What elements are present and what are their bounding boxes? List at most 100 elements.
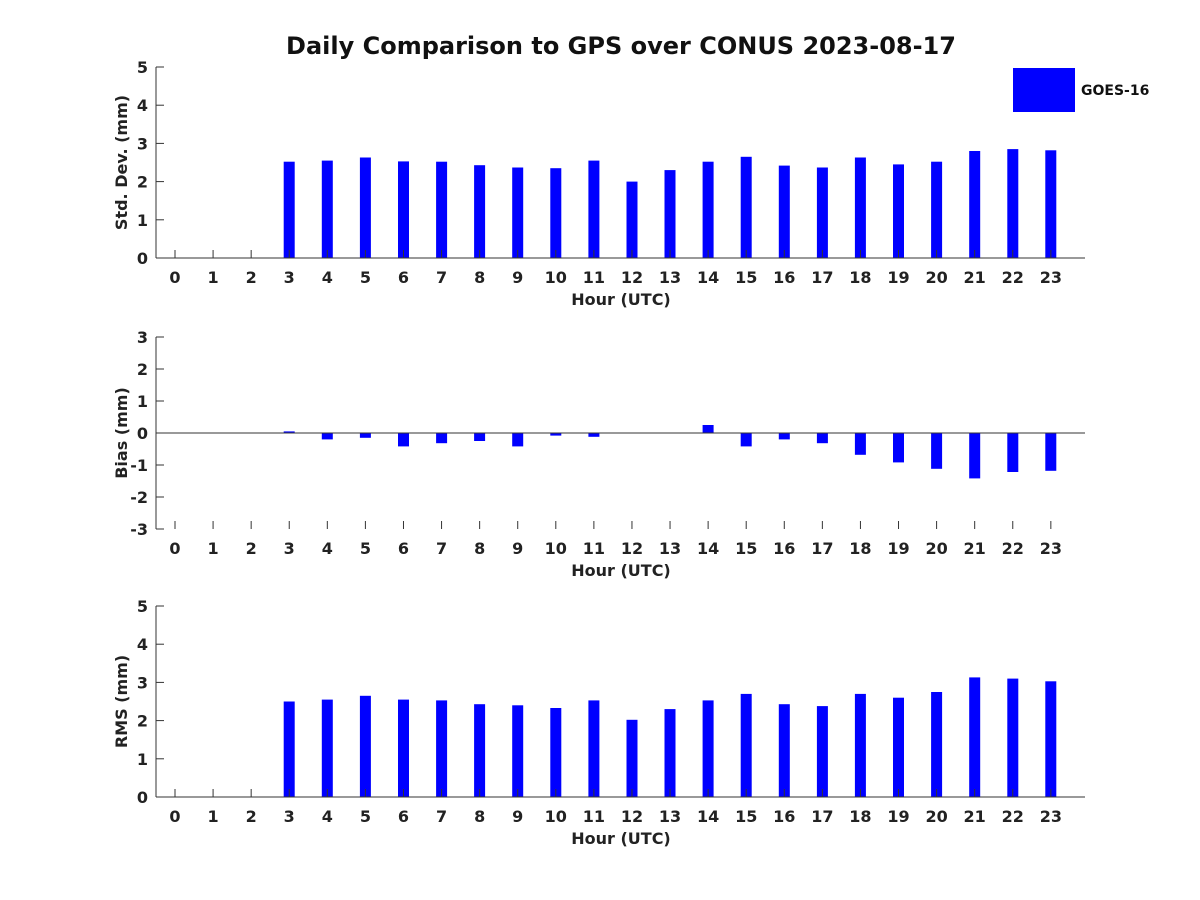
std-dev-bar-hour-19 xyxy=(893,164,904,258)
std-dev-bar-hour-6 xyxy=(398,161,409,258)
std-dev-ytick-label-4: 4 xyxy=(137,96,148,115)
rms-bar-hour-12 xyxy=(626,719,638,797)
std-dev-xtick-label-7: 7 xyxy=(436,268,447,287)
std-dev-bar-hour-12 xyxy=(626,181,638,258)
std-dev-bar-hour-22 xyxy=(1007,149,1019,258)
rms-bar-hour-23 xyxy=(1045,681,1057,797)
rms-ytick-label-4: 4 xyxy=(137,635,148,654)
std-dev-xtick-label-12: 12 xyxy=(621,268,643,287)
bias-xtick-label-2: 2 xyxy=(246,539,257,558)
rms-ytick-label-2: 2 xyxy=(137,712,148,731)
bias-bar-hour-16 xyxy=(778,433,790,440)
bias-bar-hour-19 xyxy=(893,433,904,463)
rms-ytick-label-1: 1 xyxy=(137,750,148,769)
std-dev-xtick-label-3: 3 xyxy=(284,268,295,287)
bias-ytick-label-5: 2 xyxy=(137,360,148,379)
rms-bar-hour-10 xyxy=(550,708,562,797)
bias-bar-hour-5 xyxy=(359,433,371,438)
bias-bar-hour-14 xyxy=(702,425,714,433)
bias-xtick-label-10: 10 xyxy=(545,539,567,558)
rms-bar-hour-14 xyxy=(702,700,714,797)
std-dev-xtick-label-22: 22 xyxy=(1002,268,1024,287)
rms-xtick-label-6: 6 xyxy=(398,807,409,826)
std-dev-bar-hour-15 xyxy=(740,156,752,258)
bias-bar-hour-15 xyxy=(740,433,752,447)
std-dev-xtick-label-18: 18 xyxy=(849,268,871,287)
rms-xtick-label-17: 17 xyxy=(811,807,833,826)
std-dev-xtick-label-10: 10 xyxy=(545,268,567,287)
std-dev-xtick-label-20: 20 xyxy=(925,268,947,287)
bias-ytick-label-1: -2 xyxy=(130,488,148,507)
std-dev-xtick-label-0: 0 xyxy=(169,268,180,287)
std-dev-xtick-label-2: 2 xyxy=(246,268,257,287)
rms-xtick-label-20: 20 xyxy=(925,807,947,826)
rms-x-axis-label: Hour (UTC) xyxy=(571,829,671,848)
bias-xtick-label-22: 22 xyxy=(1002,539,1024,558)
bias-x-axis-label: Hour (UTC) xyxy=(571,561,671,580)
bias-xtick-label-13: 13 xyxy=(659,539,681,558)
chart-title: Daily Comparison to GPS over CONUS 2023-… xyxy=(286,32,956,60)
std-dev-bar-hour-17 xyxy=(816,167,828,258)
std-dev-bar-hour-21 xyxy=(969,151,981,258)
legend-swatch-goes16 xyxy=(1013,68,1075,112)
bias-bar-hour-21 xyxy=(969,433,981,479)
std-dev-bar-hour-5 xyxy=(359,157,371,258)
bias-ytick-label-6: 3 xyxy=(137,328,148,347)
rms-xtick-label-14: 14 xyxy=(697,807,719,826)
rms-bar-hour-20 xyxy=(931,692,943,797)
bias-xtick-label-3: 3 xyxy=(284,539,295,558)
rms-bar-hour-8 xyxy=(474,704,486,797)
bias-ytick-label-4: 1 xyxy=(137,392,148,411)
bias-bar-hour-18 xyxy=(854,433,866,455)
std-dev-xtick-label-23: 23 xyxy=(1040,268,1062,287)
std-dev-xtick-label-11: 11 xyxy=(583,268,605,287)
bias-xtick-label-1: 1 xyxy=(208,539,219,558)
bias-xtick-label-4: 4 xyxy=(322,539,333,558)
bias-bar-hour-17 xyxy=(816,433,828,444)
std-dev-bar-hour-16 xyxy=(778,165,790,258)
rms-bar-hour-5 xyxy=(359,695,371,797)
bias-bar-hour-8 xyxy=(474,433,486,441)
rms-xtick-label-4: 4 xyxy=(322,807,333,826)
std-dev-bar-hour-11 xyxy=(588,160,600,258)
std-dev-ytick-label-2: 2 xyxy=(137,173,148,192)
std-dev-bar-hour-10 xyxy=(550,168,562,258)
bias-xtick-label-17: 17 xyxy=(811,539,833,558)
std-dev-y-axis-label: Std. Dev. (mm) xyxy=(112,95,131,230)
bias-xtick-label-0: 0 xyxy=(169,539,180,558)
std-dev-xtick-label-4: 4 xyxy=(322,268,333,287)
std-dev-bar-hour-4 xyxy=(321,160,333,258)
rms-bar-hour-16 xyxy=(778,704,790,797)
rms-bar-hour-18 xyxy=(854,693,866,797)
rms-xtick-label-13: 13 xyxy=(659,807,681,826)
std-dev-xtick-label-8: 8 xyxy=(474,268,485,287)
bias-bar-hour-22 xyxy=(1007,433,1019,472)
rms-y-axis-label: RMS (mm) xyxy=(112,655,131,748)
rms-xtick-label-2: 2 xyxy=(246,807,257,826)
rms-bar-hour-22 xyxy=(1007,678,1019,797)
bias-bar-hour-10 xyxy=(550,433,562,436)
rms-xtick-label-12: 12 xyxy=(621,807,643,826)
bias-ytick-label-3: 0 xyxy=(137,424,148,443)
rms-xtick-label-16: 16 xyxy=(773,807,795,826)
bias-bar-hour-9 xyxy=(512,433,524,447)
rms-xtick-label-0: 0 xyxy=(169,807,180,826)
rms-bar-hour-4 xyxy=(321,699,333,797)
std-dev-bar-hour-18 xyxy=(854,157,866,258)
bias-xtick-label-6: 6 xyxy=(398,539,409,558)
rms-bar-hour-17 xyxy=(816,706,828,797)
std-dev-xtick-label-13: 13 xyxy=(659,268,681,287)
bias-bar-hour-20 xyxy=(931,433,943,469)
rms-xtick-label-11: 11 xyxy=(583,807,605,826)
std-dev-bar-hour-13 xyxy=(664,170,676,258)
bias-xtick-label-7: 7 xyxy=(436,539,447,558)
rms-ytick-label-5: 5 xyxy=(137,597,148,616)
bias-bar-hour-4 xyxy=(321,433,333,440)
rms-xtick-label-15: 15 xyxy=(735,807,757,826)
bias-xtick-label-15: 15 xyxy=(735,539,757,558)
rms-bar-hour-9 xyxy=(512,705,524,797)
bias-xtick-label-16: 16 xyxy=(773,539,795,558)
